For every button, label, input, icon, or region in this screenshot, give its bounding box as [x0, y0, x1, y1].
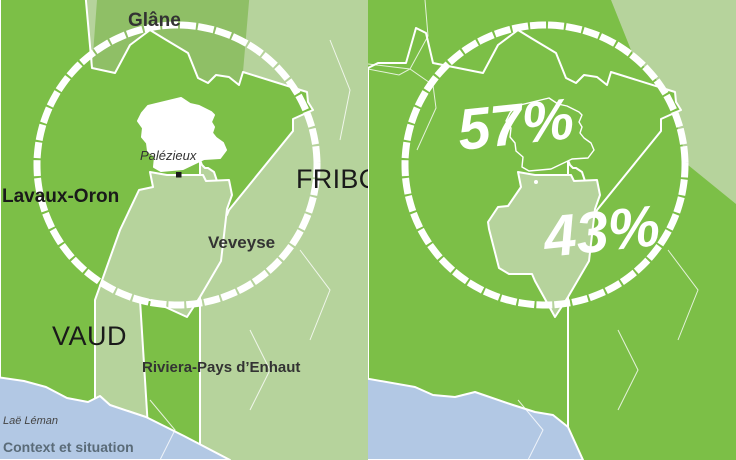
svg-text:Glâne: Glâne	[128, 10, 181, 31]
svg-text:Context et situation: Context et situation	[3, 439, 134, 455]
svg-text:VAUD: VAUD	[52, 321, 127, 351]
svg-text:Lavaux-Oron: Lavaux-Oron	[2, 186, 119, 207]
svg-text:Laë Léman: Laë Léman	[3, 415, 58, 427]
svg-text:43%: 43%	[540, 193, 663, 270]
svg-text:57%: 57%	[455, 86, 577, 163]
svg-text:Veveyse: Veveyse	[208, 233, 275, 252]
svg-text:Riviera-Pays d’Enhaut: Riviera-Pays d’Enhaut	[142, 359, 300, 376]
svg-text:Palézieux: Palézieux	[140, 148, 197, 163]
